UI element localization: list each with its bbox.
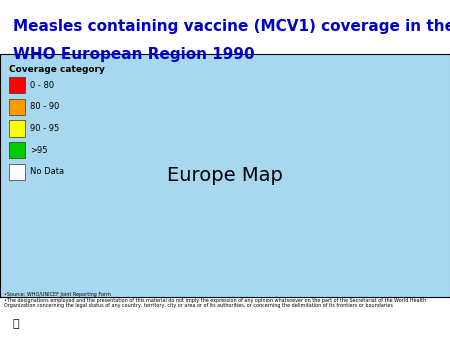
Text: >95: >95 <box>30 146 47 154</box>
Text: 🌐: 🌐 <box>13 319 19 330</box>
FancyBboxPatch shape <box>9 120 25 137</box>
Text: WHO European Region 1990: WHO European Region 1990 <box>14 47 255 62</box>
Text: Vaccine preventable diseases and Immunization programme: Vaccine preventable diseases and Immuniz… <box>171 320 446 329</box>
FancyBboxPatch shape <box>9 77 25 93</box>
Text: 80 - 90: 80 - 90 <box>30 102 59 111</box>
FancyBboxPatch shape <box>9 99 25 115</box>
Text: No Data: No Data <box>30 167 64 176</box>
Text: Europe Map: Europe Map <box>167 166 283 185</box>
Text: Measles containing vaccine (MCV1) coverage in the: Measles containing vaccine (MCV1) covera… <box>14 19 450 33</box>
Text: 90 - 95: 90 - 95 <box>30 124 59 133</box>
Text: WHO Regional Office for Europe: WHO Regional Office for Europe <box>54 320 217 329</box>
Circle shape <box>0 318 128 331</box>
Text: •Source: WHO/UNICEF Joint Reporting Form
•The designations employed and the pres: •Source: WHO/UNICEF Joint Reporting Form… <box>4 292 427 309</box>
Text: Coverage category: Coverage category <box>9 65 105 74</box>
FancyBboxPatch shape <box>9 164 25 180</box>
Text: 0 - 80: 0 - 80 <box>30 81 54 90</box>
FancyBboxPatch shape <box>9 142 25 158</box>
